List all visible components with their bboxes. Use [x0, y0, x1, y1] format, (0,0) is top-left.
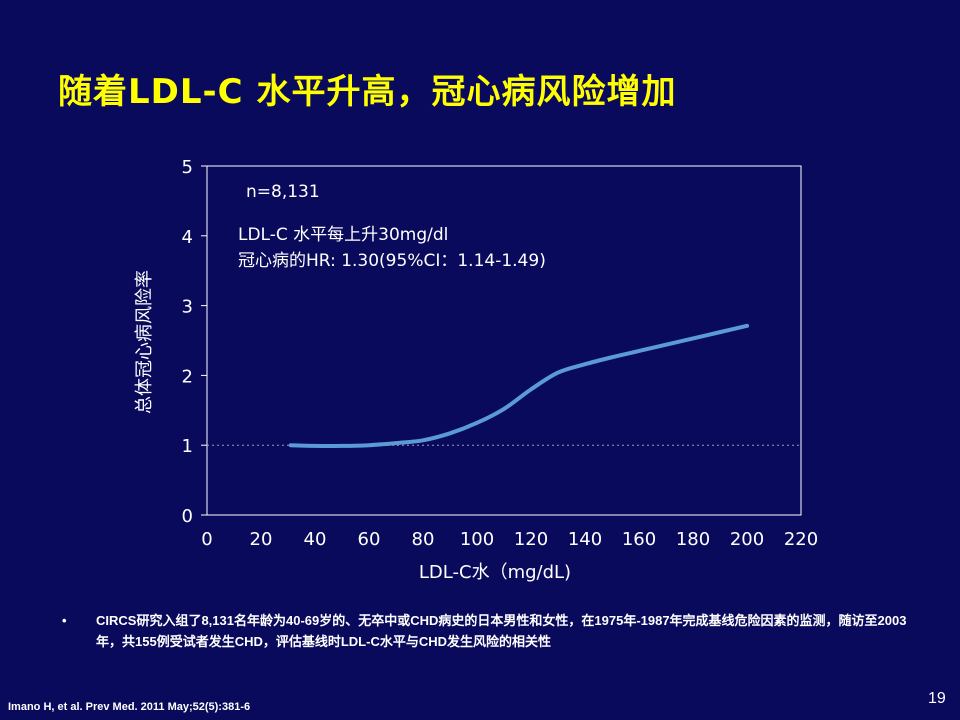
x-tick-label: 220 [784, 529, 818, 550]
series-line [288, 323, 749, 448]
annotation-n: n=8,131 [246, 182, 320, 202]
x-axis-label: LDL-C水（mg/dL) [419, 562, 571, 583]
x-tick-label: 120 [514, 529, 548, 550]
footnote-bullet: • CIRCS研究入组了8,131名年龄为40-69岁的、无卒中或CHD病史的日… [62, 610, 912, 652]
series-layer [288, 323, 749, 448]
y-tick-label: 4 [182, 227, 193, 248]
x-tick-label: 140 [568, 529, 602, 550]
x-tick-label: 60 [358, 529, 381, 550]
bullet-dot: • [62, 613, 67, 628]
y-tick-label: 5 [182, 157, 193, 178]
slide-title: 随着LDL-C 水平升高，冠心病风险增加 [58, 72, 677, 112]
x-tick-label: 0 [201, 529, 212, 550]
y-tick-labels: 0 1 2 3 4 5 [182, 157, 207, 527]
page-number: 19 [928, 690, 946, 707]
x-tick-label: 100 [460, 529, 494, 550]
x-tick-label: 40 [304, 529, 327, 550]
x-tick-label: 160 [622, 529, 656, 550]
y-tick-label: 3 [182, 297, 193, 318]
bullet-text: CIRCS研究入组了8,131名年龄为40-69岁的、无卒中或CHD病史的日本男… [96, 613, 907, 649]
x-tick-label: 80 [412, 529, 435, 550]
y-axis-label: 总体冠心病风险率 [134, 270, 155, 414]
x-tick-labels: 0 20 40 60 80 100 120 140 160 180 200 220 [201, 529, 818, 550]
citation: Imano H, et al. Prev Med. 2011 May;52(5)… [8, 701, 251, 713]
annotation-line1: LDL-C 水平每上升30mg/dl [238, 225, 448, 245]
annotation-line2: 冠心病的HR: 1.30(95%CI：1.14-1.49) [238, 251, 546, 271]
y-tick-label: 1 [182, 436, 193, 457]
x-tick-label: 200 [730, 529, 764, 550]
y-tick-label: 2 [182, 366, 193, 387]
plot-area [206, 165, 802, 516]
x-tick-label: 20 [250, 529, 273, 550]
y-tick-label: 0 [182, 506, 193, 527]
x-tick-label: 180 [676, 529, 710, 550]
